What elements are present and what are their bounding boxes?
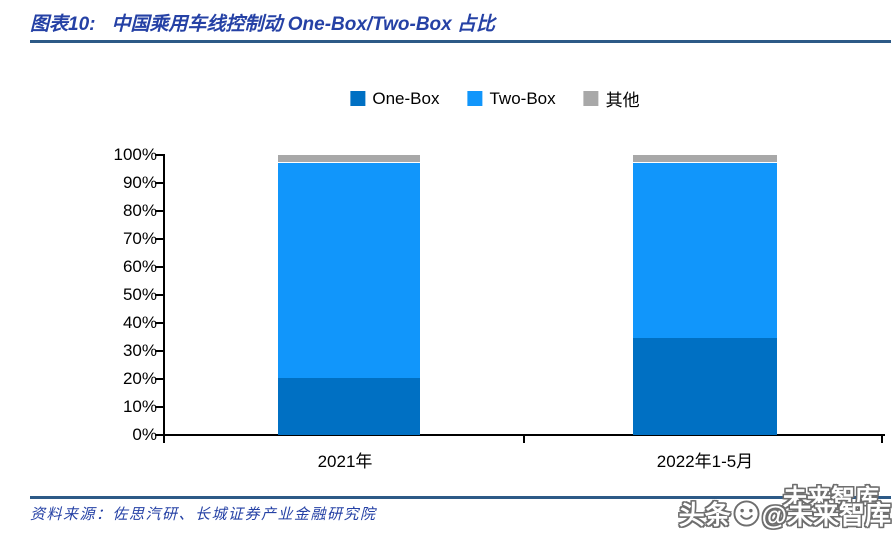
y-axis-tick-mark: [155, 350, 163, 352]
footer-rule: [30, 496, 891, 499]
figure-tag: 图表10:: [30, 14, 96, 35]
legend-item: 其他: [583, 86, 640, 111]
y-axis-tick-label: 30%: [122, 341, 157, 360]
bar-segment-two-box: [278, 163, 420, 378]
watermark-ghost-text: 未来智库: [783, 485, 879, 512]
legend-label: 其他: [605, 91, 640, 110]
chart-legend: One-Box Two-Box 其他: [350, 86, 640, 111]
bar-segment-two-box: [633, 163, 777, 339]
bar-segment-其他: [278, 155, 420, 164]
watermark: 未来智库 头条 @未来智库: [663, 478, 893, 544]
bar-segment-其他: [633, 155, 777, 164]
source-note: 资料来源：佐思汽研、长城证券产业金融研究院: [30, 506, 377, 523]
y-axis-tick-label: 0%: [132, 425, 157, 444]
y-axis-tick-label: 50%: [122, 285, 157, 304]
x-axis-category-label: 2022年1-5月: [656, 452, 754, 471]
y-axis-tick-label: 10%: [122, 397, 157, 416]
bar-segment-one-box: [278, 377, 420, 435]
legend-item: Two-Box: [467, 88, 556, 109]
y-axis-tick-label: 80%: [122, 201, 157, 220]
watermark-prefix: 头条: [678, 500, 731, 530]
y-axis-tick-label: 100%: [113, 145, 157, 164]
y-axis-tick-mark: [155, 266, 163, 268]
watermark-main-text: 头条 @未来智库: [679, 495, 891, 532]
y-axis-tick-mark: [155, 406, 163, 408]
y-axis-line: [163, 154, 165, 437]
y-axis-tick-label: 20%: [122, 369, 157, 388]
header-rule: [30, 40, 891, 43]
smiley-icon: [733, 500, 760, 527]
y-axis-tick-label: 70%: [122, 229, 157, 248]
legend-label: Two-Box: [489, 88, 556, 108]
legend-label: One-Box: [372, 88, 440, 108]
y-axis-tick-label: 40%: [122, 313, 157, 332]
y-axis-tick-mark: [155, 294, 163, 296]
x-axis-line: [158, 434, 885, 436]
x-axis-tick-mark: [881, 434, 883, 443]
watermark-suffix: @未来智库: [761, 500, 891, 530]
page-title: 图表10: 中国乘用车线控制动 One-Box/Two-Box 占比: [30, 9, 495, 36]
legend-item: One-Box: [350, 89, 439, 109]
x-axis-tick-mark: [523, 434, 525, 443]
y-axis-tick-label: 90%: [122, 173, 157, 192]
y-axis-tick-mark: [155, 210, 163, 212]
y-axis-tick-mark: [155, 154, 163, 156]
y-axis-tick-mark: [155, 378, 163, 380]
legend-swatch-icon: [467, 91, 483, 106]
y-axis-tick-mark: [155, 322, 163, 324]
x-axis-category-label: 2021年: [317, 452, 373, 471]
bar-segment-one-box: [633, 338, 777, 435]
y-axis-tick-label: 60%: [122, 257, 157, 276]
legend-swatch-icon: [350, 91, 366, 106]
y-axis-tick-mark: [155, 182, 163, 184]
figure-title-text: 中国乘用车线控制动 One-Box/Two-Box 占比: [111, 14, 495, 35]
x-axis-tick-mark: [163, 434, 165, 443]
legend-swatch-icon: [583, 91, 599, 106]
y-axis-tick-mark: [155, 238, 163, 240]
